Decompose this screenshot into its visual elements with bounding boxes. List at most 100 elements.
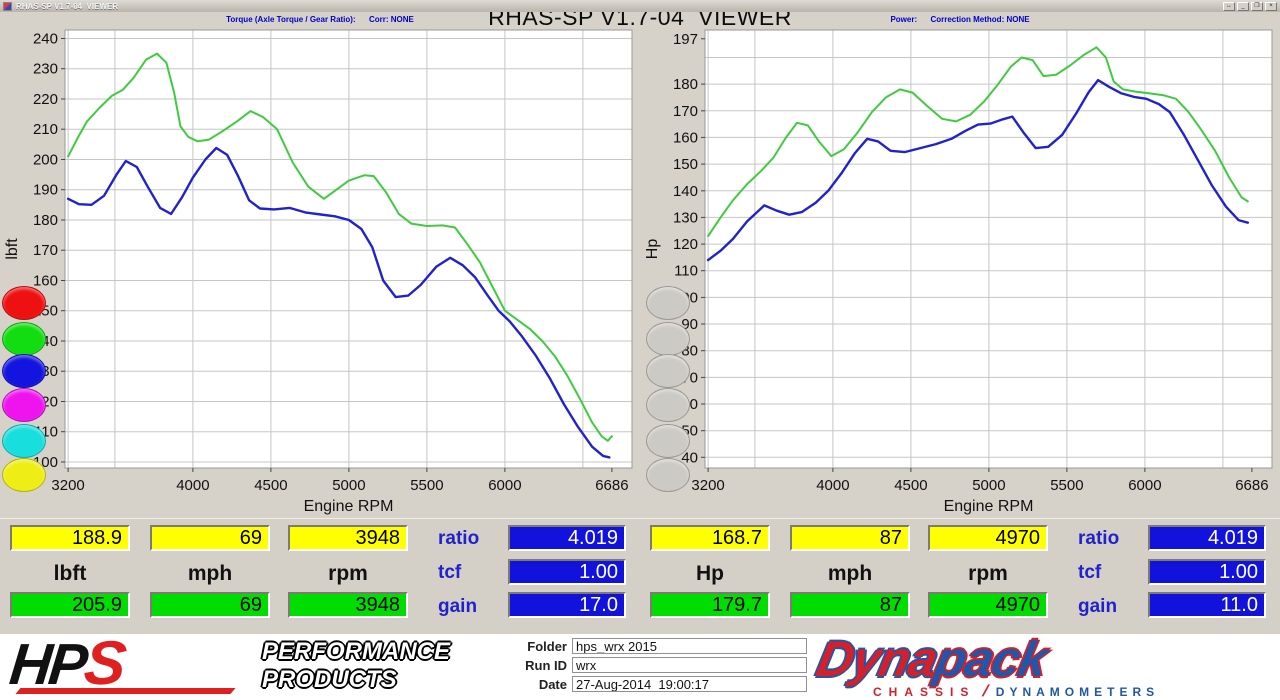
- svg-text:140: 140: [673, 183, 698, 200]
- svg-text:110: 110: [674, 263, 698, 280]
- svg-text:170: 170: [673, 103, 698, 120]
- header-band: [0, 12, 1280, 26]
- svg-text:6686: 6686: [595, 477, 628, 494]
- hps-words-line2: PRODUCTS: [262, 666, 397, 693]
- hps-logo-words: PERFORMANCE PRODUCTS: [262, 638, 450, 694]
- torque-chart-header: Torque (Axle Torque / Gear Ratio): Corr:…: [0, 15, 640, 24]
- tcf-value-left: 1.00: [508, 559, 626, 585]
- title-bar: RHAS-SP V1.7-04 VIEWER ↔ _ ❐ ×: [0, 0, 1280, 12]
- hps-logo: HPS: [7, 629, 127, 698]
- dynapack-chassis-text: CHASSIS: [873, 685, 976, 699]
- power-chart-header: Power: Correction Method: NONE: [640, 15, 1280, 24]
- speed-unit-label-left: mph: [187, 562, 233, 585]
- channel-button-cyan[interactable]: [2, 424, 46, 458]
- channel-button-blue[interactable]: [2, 354, 46, 388]
- channel-button-disabled-2: [646, 322, 690, 356]
- footer: HPS PERFORMANCE PRODUCTS Folder Run ID D…: [0, 629, 1280, 700]
- ratio-value-left: 4.019: [508, 525, 626, 551]
- svg-text:5000: 5000: [972, 477, 1005, 494]
- close-button[interactable]: ×: [1265, 1, 1277, 11]
- power-header-label: Power:: [890, 15, 918, 24]
- channel-button-yellow[interactable]: [2, 458, 46, 492]
- power-run-green: [707, 46, 1249, 238]
- power-peak-value: 179.7: [650, 592, 770, 618]
- tcf-label-right: tcf: [1078, 562, 1102, 583]
- channel-button-disabled-4: [646, 388, 690, 422]
- svg-text:180: 180: [33, 212, 58, 229]
- ratio-label-left: ratio: [438, 528, 480, 549]
- dynapack-slash: /: [980, 683, 992, 700]
- channel-button-green[interactable]: [2, 322, 46, 356]
- speed-cursor-value-left: 69: [150, 525, 270, 551]
- gain-label-left: gain: [438, 596, 478, 617]
- dynapack-logo: Dynapack CHASSIS / DYNAMOMETERS: [812, 631, 1154, 700]
- speed-peak-value-left: 69: [150, 592, 270, 618]
- hps-logo-swoosh: [15, 688, 236, 694]
- tcf-label-left: tcf: [438, 562, 462, 583]
- gain-value-left: 17.0: [508, 592, 626, 618]
- app-icon: [3, 1, 12, 11]
- svg-text:40: 40: [681, 449, 698, 466]
- run-id-field[interactable]: [572, 657, 807, 673]
- rpm-unit-label-right: rpm: [968, 562, 1008, 585]
- svg-text:4500: 4500: [894, 477, 927, 494]
- svg-text:190: 190: [33, 182, 58, 199]
- svg-text:6000: 6000: [1128, 477, 1161, 494]
- torque-run-green: [67, 52, 613, 442]
- folder-field[interactable]: [572, 638, 807, 654]
- svg-text:5500: 5500: [1050, 477, 1083, 494]
- svg-text:120: 120: [673, 236, 698, 253]
- svg-text:Hp: Hp: [644, 239, 661, 260]
- data-readout-panel: 188.9 69 3948 lbft mph rpm 205.9 69 3948…: [0, 518, 1280, 634]
- svg-text:4000: 4000: [176, 477, 209, 494]
- torque-header-corr: Corr: NONE: [368, 15, 414, 24]
- date-label: Date: [538, 676, 567, 692]
- svg-text:Engine RPM: Engine RPM: [304, 498, 394, 515]
- window-title: RHAS-SP V1.7-04 VIEWER: [16, 1, 119, 11]
- rpm-peak-value-left: 3948: [288, 592, 408, 618]
- svg-text:240: 240: [33, 31, 58, 48]
- minimize-button[interactable]: _: [1237, 1, 1249, 11]
- folder-label: Folder: [527, 638, 567, 654]
- power-run-blue: [706, 78, 1249, 262]
- restore-button[interactable]: ❐: [1251, 1, 1263, 11]
- power-unit-label: Hp: [696, 562, 724, 585]
- dynapack-dynamometers-text: DYNAMOMETERS: [995, 685, 1160, 699]
- svg-text:180: 180: [673, 76, 698, 93]
- speed-peak-value-right: 87: [790, 592, 910, 618]
- svg-text:220: 220: [33, 91, 58, 108]
- date-field[interactable]: [572, 676, 807, 692]
- tcf-value-right: 1.00: [1148, 559, 1266, 585]
- torque-peak-value: 205.9: [10, 592, 130, 618]
- speed-cursor-value-right: 87: [790, 525, 910, 551]
- svg-text:6686: 6686: [1235, 477, 1268, 494]
- svg-text:5000: 5000: [332, 477, 365, 494]
- rpm-peak-value-right: 4970: [928, 592, 1048, 618]
- svg-text:170: 170: [33, 242, 58, 259]
- svg-text:5500: 5500: [410, 477, 443, 494]
- svg-text:6000: 6000: [488, 477, 521, 494]
- channel-button-disabled-1: [646, 286, 690, 320]
- channel-button-red[interactable]: [2, 286, 46, 320]
- dynapack-logo-pack: pack: [930, 631, 1053, 687]
- svg-text:150: 150: [673, 156, 698, 173]
- gain-label-right: gain: [1078, 596, 1118, 617]
- rpm-cursor-value-right: 4970: [928, 525, 1048, 551]
- torque-header-label: Torque (Axle Torque / Gear Ratio):: [226, 15, 356, 24]
- channel-button-magenta[interactable]: [2, 388, 46, 422]
- run-id-label: Run ID: [525, 657, 567, 673]
- svg-text:3200: 3200: [51, 477, 84, 494]
- svg-text:4000: 4000: [816, 477, 849, 494]
- svg-text:197: 197: [673, 31, 698, 48]
- dynapack-logo-dyna: Dyna: [812, 631, 943, 687]
- torque-cursor-value: 188.9: [10, 525, 130, 551]
- resize-button[interactable]: ↔: [1223, 1, 1235, 11]
- svg-text:Engine RPM: Engine RPM: [944, 498, 1034, 515]
- svg-text:130: 130: [673, 209, 698, 226]
- svg-text:200: 200: [33, 152, 58, 169]
- speed-unit-label-right: mph: [827, 562, 873, 585]
- power-chart[interactable]: 1971801701601501401301201101009080706050…: [640, 26, 1280, 518]
- svg-text:160: 160: [673, 129, 698, 146]
- power-header-corr: Correction Method: NONE: [930, 15, 1030, 24]
- torque-chart[interactable]: 2402302202102001901801701601501401301201…: [0, 26, 640, 518]
